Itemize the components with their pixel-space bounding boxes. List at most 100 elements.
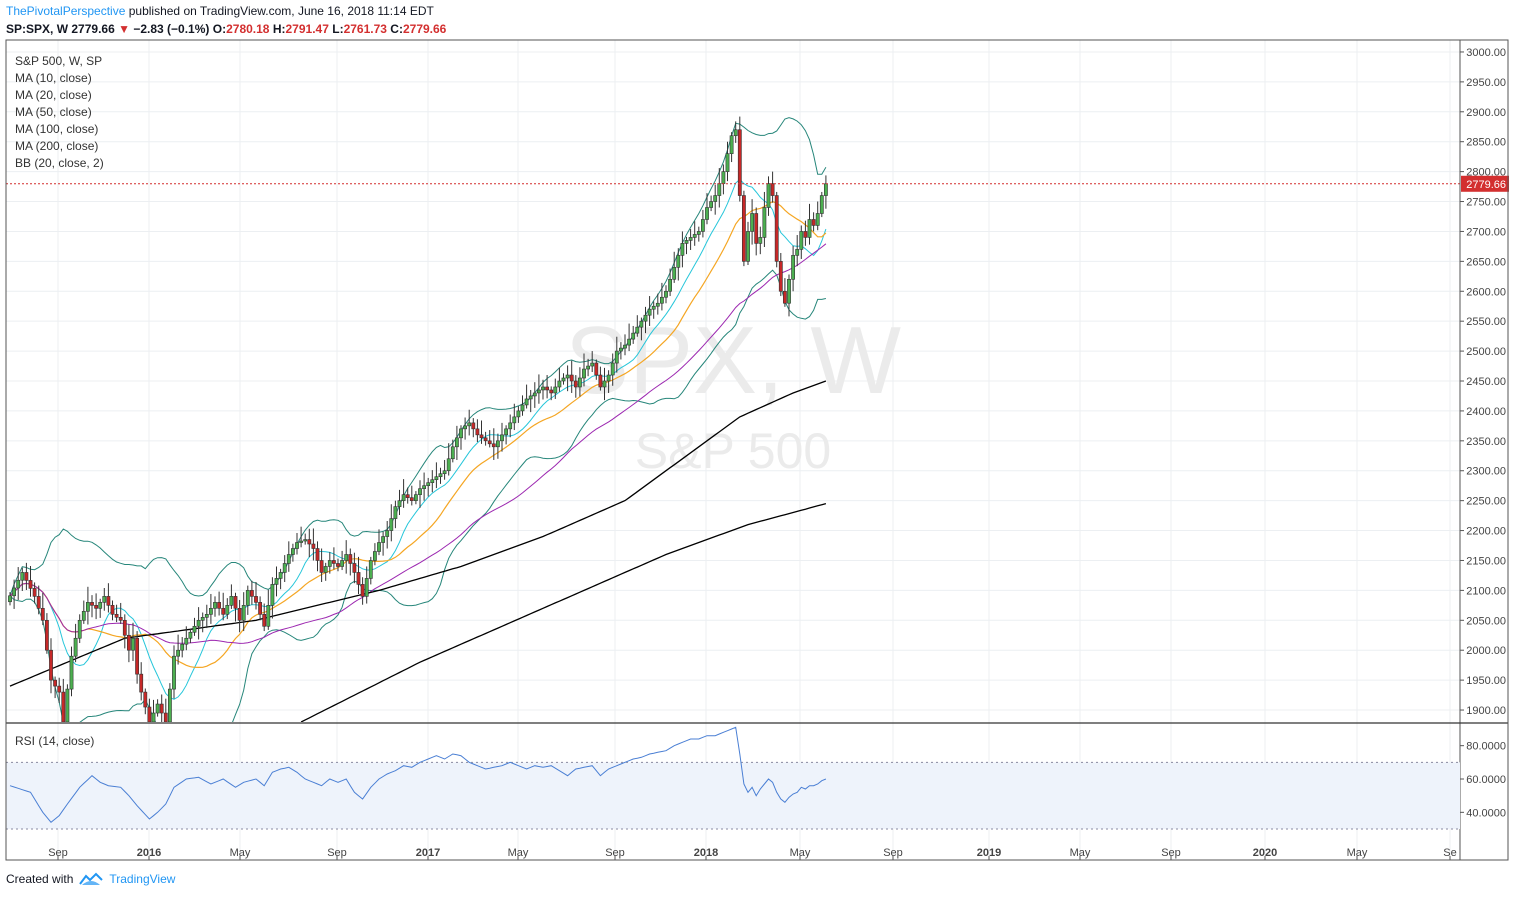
candle[interactable] bbox=[356, 556, 361, 594]
candle[interactable] bbox=[541, 379, 545, 400]
candle[interactable] bbox=[725, 141, 730, 182]
candle[interactable] bbox=[803, 220, 808, 246]
candle[interactable] bbox=[65, 684, 70, 730]
candle[interactable] bbox=[418, 480, 422, 508]
candle[interactable] bbox=[799, 225, 804, 259]
candle[interactable] bbox=[643, 306, 648, 334]
candle[interactable] bbox=[188, 628, 193, 644]
candle[interactable] bbox=[471, 418, 476, 438]
candle[interactable] bbox=[614, 336, 619, 373]
candle[interactable] bbox=[168, 683, 172, 733]
candle[interactable] bbox=[331, 547, 336, 570]
candle[interactable] bbox=[127, 624, 131, 663]
price-axis[interactable]: 3000.00 2950.00 2900.00 2850.00 2800.00 2750.… bbox=[1459, 40, 1509, 860]
candle[interactable] bbox=[86, 586, 90, 625]
candle[interactable] bbox=[377, 529, 381, 556]
candle[interactable] bbox=[352, 552, 357, 584]
candle[interactable] bbox=[750, 199, 755, 245]
candle[interactable] bbox=[434, 462, 439, 489]
candle[interactable] bbox=[483, 431, 488, 446]
candle[interactable] bbox=[176, 634, 181, 665]
candle[interactable] bbox=[135, 631, 140, 684]
candle[interactable] bbox=[733, 121, 738, 143]
candle[interactable] bbox=[426, 477, 431, 497]
candle[interactable] bbox=[623, 334, 627, 356]
candle[interactable] bbox=[823, 175, 828, 209]
candle[interactable] bbox=[610, 353, 615, 386]
candle[interactable] bbox=[106, 583, 111, 613]
legend-ma20[interactable]: MA (20, close) bbox=[15, 88, 92, 102]
time-axis[interactable]: Sep 2016 May Sep 2017 May Sep 2018 May Sep 2019 May… bbox=[6, 847, 1508, 861]
rsi-legend[interactable]: RSI (14, close) bbox=[15, 734, 95, 748]
candle[interactable] bbox=[311, 528, 316, 561]
candle[interactable] bbox=[184, 626, 189, 651]
candle[interactable] bbox=[163, 698, 168, 734]
candle[interactable] bbox=[754, 207, 759, 256]
candle[interactable] bbox=[20, 567, 25, 591]
candle[interactable] bbox=[147, 698, 152, 728]
candle[interactable] bbox=[618, 342, 623, 360]
candle[interactable] bbox=[389, 504, 394, 542]
candle[interactable] bbox=[28, 566, 33, 597]
candle[interactable] bbox=[225, 598, 230, 620]
candle[interactable] bbox=[729, 132, 734, 163]
candle[interactable] bbox=[233, 592, 238, 622]
candle[interactable] bbox=[24, 562, 29, 590]
candle[interactable] bbox=[344, 540, 349, 574]
candle[interactable] bbox=[770, 171, 775, 203]
candle[interactable] bbox=[565, 365, 570, 392]
candle[interactable] bbox=[688, 229, 693, 250]
candle[interactable] bbox=[627, 323, 632, 352]
candle[interactable] bbox=[692, 221, 697, 246]
candle[interactable] bbox=[561, 373, 566, 385]
candle[interactable] bbox=[8, 592, 12, 606]
candle[interactable] bbox=[229, 584, 234, 609]
candle[interactable] bbox=[290, 543, 295, 562]
candle[interactable] bbox=[16, 567, 21, 600]
candle[interactable] bbox=[303, 533, 308, 545]
candle[interactable] bbox=[655, 293, 660, 315]
candle[interactable] bbox=[586, 358, 591, 377]
candle[interactable] bbox=[258, 596, 263, 621]
candle[interactable] bbox=[237, 599, 242, 633]
candle[interactable] bbox=[536, 374, 541, 404]
candle[interactable] bbox=[475, 419, 480, 443]
candle[interactable] bbox=[668, 268, 673, 297]
candle[interactable] bbox=[94, 593, 99, 620]
candle[interactable] bbox=[315, 541, 320, 572]
candle[interactable] bbox=[680, 231, 685, 268]
candle[interactable] bbox=[73, 623, 78, 663]
candle[interactable] bbox=[295, 532, 299, 555]
legend-series[interactable]: S&P 500, W, SP bbox=[15, 54, 103, 68]
candle[interactable] bbox=[53, 676, 58, 699]
candle[interactable] bbox=[307, 528, 312, 558]
candle[interactable] bbox=[381, 531, 386, 556]
candle[interactable] bbox=[774, 191, 779, 268]
candle[interactable] bbox=[122, 614, 127, 649]
candle[interactable] bbox=[245, 585, 250, 615]
candle[interactable] bbox=[118, 602, 123, 624]
candle[interactable] bbox=[336, 558, 340, 572]
candle[interactable] bbox=[549, 386, 554, 401]
candle[interactable] bbox=[557, 367, 562, 392]
candle[interactable] bbox=[762, 191, 767, 247]
candle[interactable] bbox=[659, 282, 664, 311]
candle[interactable] bbox=[319, 548, 324, 583]
candle[interactable] bbox=[602, 367, 607, 401]
candle[interactable] bbox=[631, 325, 636, 344]
candle[interactable] bbox=[737, 116, 742, 202]
candle[interactable] bbox=[590, 351, 595, 373]
candle[interactable] bbox=[442, 459, 447, 480]
candle[interactable] bbox=[516, 406, 521, 423]
tradingview-link[interactable]: TradingView bbox=[109, 872, 176, 886]
candle[interactable] bbox=[159, 694, 164, 726]
candle[interactable] bbox=[684, 236, 689, 255]
candle[interactable] bbox=[323, 562, 328, 581]
candle[interactable] bbox=[266, 589, 271, 630]
candle[interactable] bbox=[463, 417, 468, 440]
candle[interactable] bbox=[545, 375, 550, 399]
author-link[interactable]: ThePivotalPerspective bbox=[6, 4, 126, 18]
candle[interactable] bbox=[385, 520, 390, 549]
candle[interactable] bbox=[262, 603, 267, 632]
candle[interactable] bbox=[491, 428, 496, 460]
